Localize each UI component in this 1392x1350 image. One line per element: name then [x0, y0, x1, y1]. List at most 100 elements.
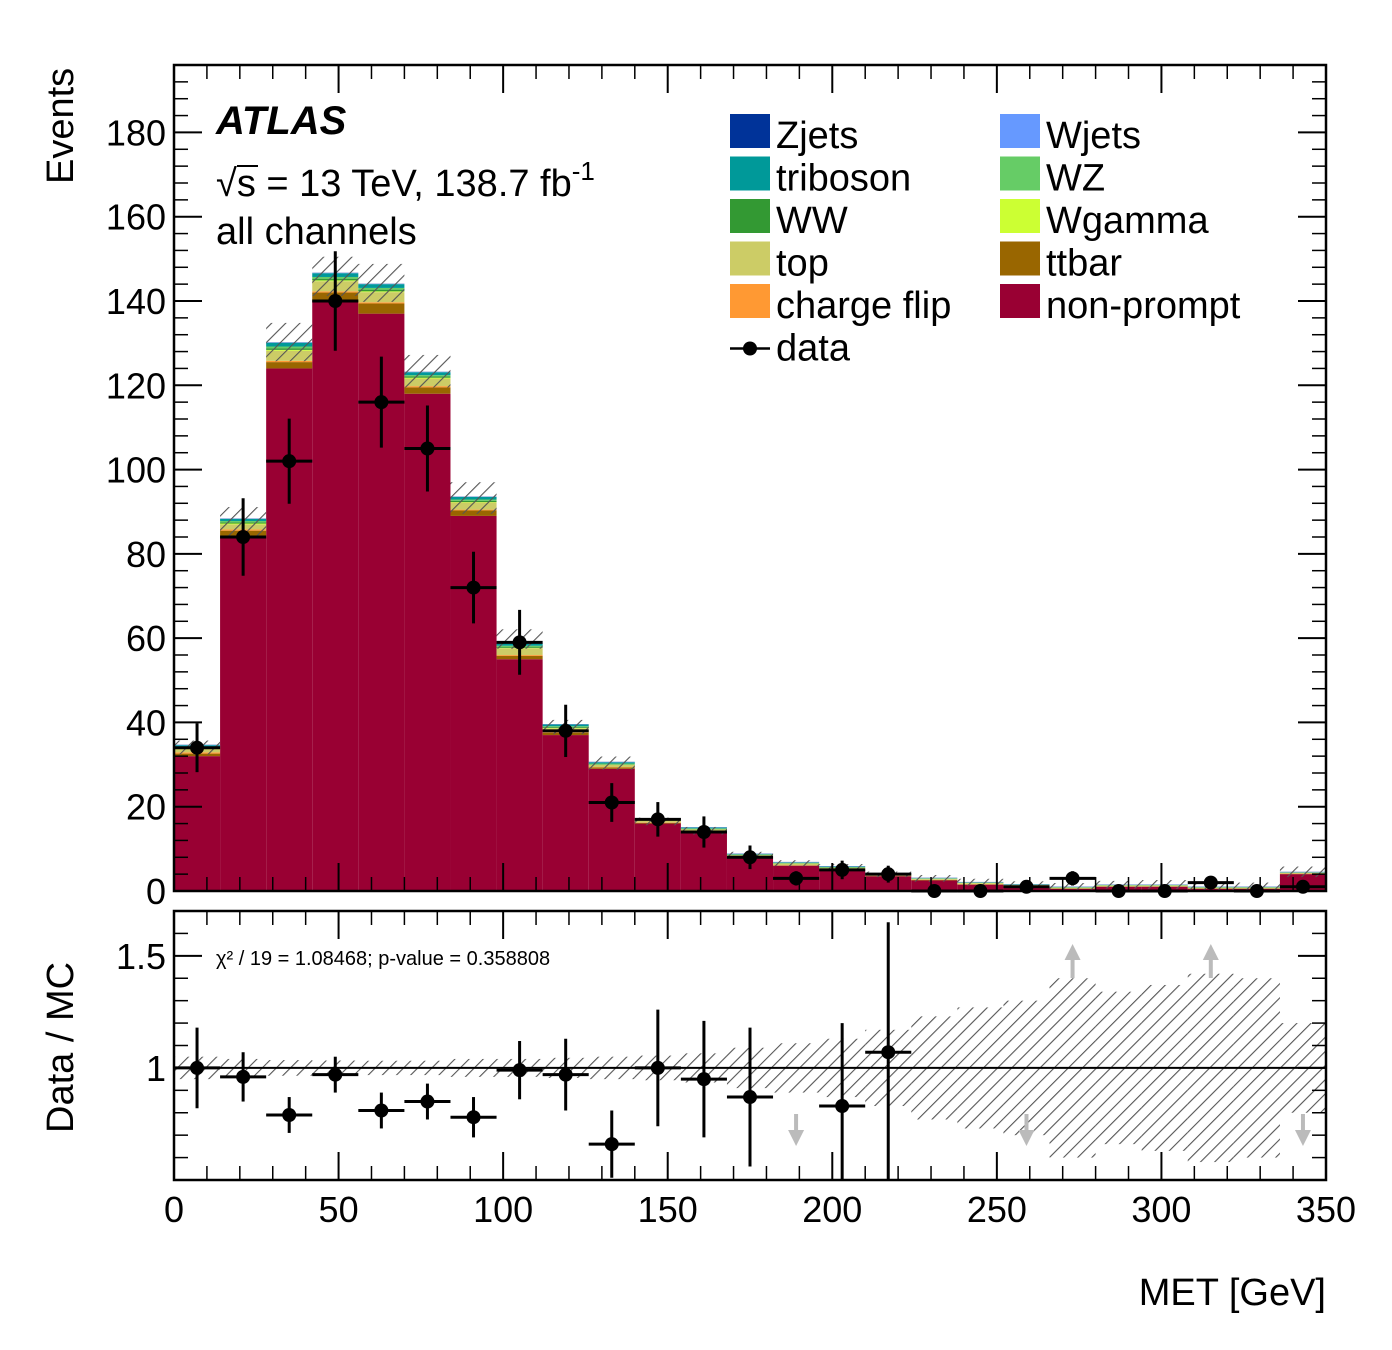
- uncertainty-band-bin: [1279, 866, 1326, 878]
- ratio-y-tick-label: 1: [146, 1048, 166, 1089]
- chi2-label: χ² / 19 = 1.08468; p-value = 0.358808: [216, 948, 550, 970]
- ratio-point: [466, 1110, 481, 1125]
- x-tick-label: 50: [319, 1189, 359, 1230]
- legend-swatch-charge-flip: [730, 284, 770, 318]
- ratio-point: [881, 1045, 896, 1060]
- main-frame: [172, 63, 1328, 893]
- ratio-plot: 1 1.5 0 50 100 150 200 250 300 350: [116, 909, 1356, 1230]
- off-scale-arrowhead-down: [1018, 1130, 1035, 1146]
- legend-swatch-zjets: [730, 114, 770, 148]
- energy-lumi-label: √s = 13 TeV, 138.7 fb-1: [216, 156, 595, 205]
- data-point: [650, 812, 665, 827]
- off-scale-arrowhead-down: [1294, 1130, 1311, 1146]
- ratio-point: [420, 1094, 435, 1109]
- uncertainty-band-bin: [773, 860, 820, 867]
- data-point: [835, 862, 850, 877]
- legend-label-top: top: [776, 243, 829, 285]
- ratio-point: [512, 1063, 527, 1078]
- legend-swatch-wjets: [1000, 114, 1040, 148]
- legend-marker-data: [743, 341, 757, 356]
- uncertainty-band-bin: [404, 354, 451, 388]
- uncertainty-band-bin: [450, 482, 497, 514]
- uncertainty-band-bin: [911, 874, 958, 882]
- data-point: [420, 441, 435, 456]
- uncertainty-band-bin: [1049, 882, 1096, 890]
- data-point: [1065, 871, 1080, 886]
- data-point: [881, 867, 896, 882]
- legend-swatch-ttbar: [1000, 241, 1040, 276]
- ratio-point: [374, 1103, 389, 1118]
- x-tick-label: 0: [164, 1189, 184, 1230]
- ratio-point: [835, 1099, 850, 1114]
- bar-charge-flip: [266, 360, 313, 363]
- bar-non-prompt: [819, 869, 866, 891]
- legend-label-wjets: Wjets: [1046, 115, 1141, 157]
- y-axis-title-ratio: Data / MC: [40, 962, 82, 1133]
- main-axes: 0 20 40 60 80 100 120 140 160 180: [106, 63, 1328, 912]
- lumi-exponent: -1: [572, 156, 595, 186]
- uncertainty-band-layer: [174, 256, 1326, 890]
- data-point: [696, 825, 711, 839]
- legend: Zjets Wjets triboson WZ WW Wgamma top ttbar char…: [730, 114, 1241, 370]
- legend-label-charge-flip: charge flip: [776, 285, 951, 327]
- y-tick-label: 160: [106, 197, 166, 238]
- uncertainty-band-bin: [358, 263, 405, 302]
- data-point: [236, 530, 251, 544]
- ratio-point: [282, 1107, 297, 1122]
- ratio-point: [650, 1060, 665, 1075]
- legend-label-triboson: triboson: [776, 158, 911, 200]
- ratio-y-tick-label: 1.5: [116, 936, 166, 977]
- x-tick-label: 350: [1296, 1189, 1356, 1230]
- x-axis-title: MET [GeV]: [1139, 1272, 1326, 1314]
- data-point: [512, 635, 527, 650]
- y-tick-label: 60: [126, 618, 166, 659]
- bar-non-prompt: [220, 537, 267, 891]
- ratio-point: [696, 1072, 711, 1087]
- y-tick-label: 40: [126, 702, 166, 743]
- uncertainty-band-bin: [588, 756, 635, 770]
- experiment-label: ATLAS: [215, 99, 347, 143]
- main-plot: 0 20 40 60 80 100 120 140 160 180: [106, 63, 1328, 912]
- energy-text: s = 13 TeV, 138.7 fb: [237, 163, 572, 205]
- y-tick-label: 80: [126, 534, 166, 575]
- stack-layer: [174, 272, 1326, 892]
- data-point: [374, 395, 389, 410]
- legend-label-data: data: [776, 328, 851, 370]
- y-axis-title-main: Events: [40, 68, 82, 184]
- legend-swatch-wz: [1000, 156, 1040, 191]
- x-tick-label: 150: [638, 1189, 698, 1230]
- bar-ttbar: [266, 362, 313, 369]
- x-tick-label: 300: [1131, 1189, 1191, 1230]
- off-scale-arrowhead-down: [788, 1130, 805, 1146]
- data-point: [282, 454, 297, 469]
- legend-label-ttbar: ttbar: [1046, 243, 1122, 285]
- bar-non-prompt: [542, 735, 589, 891]
- x-tick-label: 200: [802, 1189, 862, 1230]
- legend-swatch-non-prompt: [1000, 284, 1040, 318]
- data-point: [466, 580, 481, 595]
- y-tick-label: 0: [146, 871, 166, 912]
- y-tick-label: 140: [106, 281, 166, 322]
- legend-swatch-top: [730, 241, 770, 276]
- bar-non-prompt: [312, 301, 359, 891]
- ratio-point: [604, 1137, 619, 1152]
- data-point: [789, 871, 804, 886]
- legend-label-ww: WW: [776, 200, 848, 242]
- legend-label-non-prompt: non-prompt: [1046, 285, 1241, 327]
- channel-label: all channels: [216, 211, 417, 253]
- ratio-point: [558, 1067, 573, 1082]
- data-point: [558, 723, 573, 738]
- legend-label-zjets: Zjets: [776, 115, 858, 157]
- x-tick-label: 100: [473, 1189, 533, 1230]
- legend-swatch-wgamma: [1000, 199, 1040, 233]
- bar-charge-flip: [358, 302, 405, 304]
- sqrt-sign: √: [216, 163, 237, 205]
- bar-ttbar: [404, 387, 451, 394]
- off-scale-arrowhead-up: [1064, 944, 1081, 960]
- data-point: [190, 740, 205, 755]
- y-tick-label: 180: [106, 112, 166, 153]
- ratio-point: [743, 1090, 757, 1105]
- ratio-point: [328, 1067, 343, 1082]
- legend-label-wz: WZ: [1046, 158, 1105, 200]
